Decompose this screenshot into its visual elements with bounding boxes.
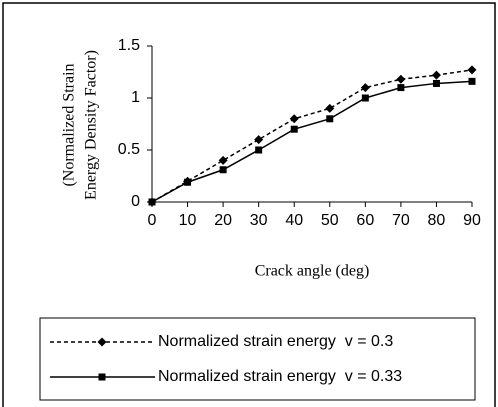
marker	[289, 114, 299, 124]
legend-marker	[97, 337, 107, 347]
marker	[397, 84, 405, 92]
marker	[468, 77, 476, 85]
x-axis-label: Crack angle (deg)	[255, 263, 370, 280]
marker	[432, 79, 440, 87]
x-tick-label: 90	[463, 212, 481, 229]
marker	[431, 70, 441, 80]
marker	[396, 74, 406, 84]
marker	[325, 103, 335, 113]
x-tick-label: 0	[148, 212, 157, 229]
y-tick-label: 1.5	[118, 37, 140, 54]
marker	[361, 94, 369, 102]
x-tick-label: 30	[250, 212, 268, 229]
y-axis-label: Energy Density Factor)	[83, 50, 100, 200]
marker	[184, 178, 192, 186]
marker	[218, 155, 228, 165]
x-tick-label: 80	[428, 212, 446, 229]
x-tick-label: 50	[321, 212, 339, 229]
marker	[326, 115, 334, 123]
marker	[254, 135, 264, 145]
marker	[290, 125, 298, 133]
y-tick-label: 1	[131, 89, 140, 106]
y-axis-label: (Normalized Strain	[61, 63, 78, 186]
legend-label: Normalized strain energy v = 0.33	[158, 368, 402, 385]
y-tick-label: 0.5	[118, 141, 140, 158]
x-tick-label: 40	[285, 212, 303, 229]
marker	[255, 146, 263, 154]
marker	[467, 65, 477, 75]
x-tick-label: 10	[179, 212, 197, 229]
marker	[360, 83, 370, 93]
x-tick-label: 70	[392, 212, 410, 229]
legend-box	[39, 317, 476, 401]
y-tick-label: 0	[131, 193, 140, 210]
series-line	[151, 80, 473, 203]
x-tick-label: 60	[356, 212, 374, 229]
marker	[148, 198, 156, 206]
x-tick-label: 20	[214, 212, 232, 229]
marker	[219, 166, 227, 174]
series-line	[151, 69, 473, 203]
legend-marker	[98, 373, 106, 381]
legend-label: Normalized strain energy v = 0.3	[158, 333, 393, 350]
